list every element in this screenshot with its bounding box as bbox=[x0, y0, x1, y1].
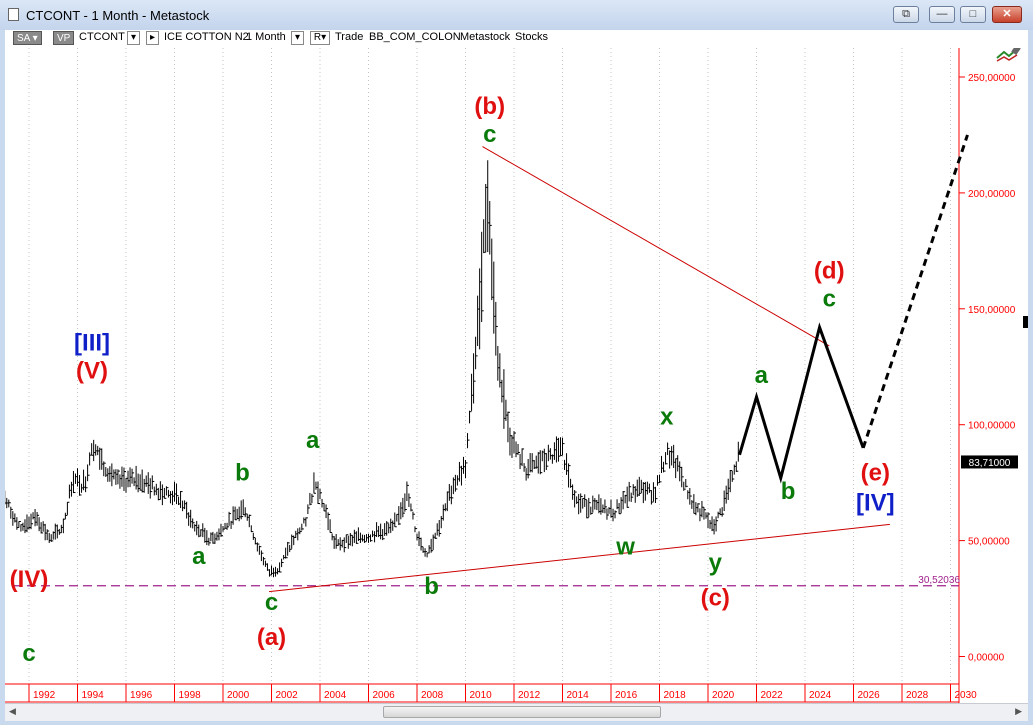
wave-label: w bbox=[615, 534, 635, 561]
chart-frame: 30,52036 c (IV) [III] (V) b a c (a) a b (b) c w x y (c)… bbox=[4, 45, 1028, 703]
wave-label: c bbox=[483, 121, 496, 148]
mode-label: R bbox=[313, 32, 322, 43]
restore-layout-button[interactable]: ⧉ bbox=[893, 6, 919, 23]
x-tick-label: 2012 bbox=[518, 690, 541, 701]
sa-dropdown[interactable]: SA ▾ bbox=[13, 31, 42, 45]
wave-label: c bbox=[22, 640, 35, 667]
last-price-tag bbox=[961, 455, 1018, 469]
x-tick-label: 2022 bbox=[761, 690, 784, 701]
minimize-button[interactable]: — bbox=[929, 6, 955, 23]
maximize-button[interactable]: □ bbox=[960, 6, 986, 23]
period-toggle-icon[interactable]: ▸ bbox=[146, 31, 159, 45]
chart-toolbar: SA ▾ VP CTCONT ▾ ▸ ICE COTTON N2 1 Month… bbox=[5, 30, 1028, 48]
x-tick-label: 2002 bbox=[276, 690, 299, 701]
x-tick-label: 2008 bbox=[421, 690, 444, 701]
projected-extension-path bbox=[861, 134, 969, 449]
y-tick-label: 200,00000 bbox=[968, 189, 1016, 200]
x-tick-label: 2006 bbox=[373, 690, 396, 701]
x-tick-label: 1994 bbox=[82, 690, 105, 701]
mode-dropdown[interactable]: R▾ bbox=[310, 31, 330, 45]
x-tick-label: 2000 bbox=[227, 690, 250, 701]
wave-label: b bbox=[781, 478, 796, 505]
scroll-right-icon[interactable]: ▶ bbox=[1015, 706, 1022, 716]
price-chart: 30,52036 c(IV)[III](V)bac(a)ab(b)cwxy(c)… bbox=[4, 45, 1028, 703]
x-tick-label: 2016 bbox=[615, 690, 638, 701]
instrument-name: ICE COTTON N2 bbox=[164, 31, 249, 43]
support-level-label: 30,52036 bbox=[918, 575, 960, 586]
wave-label: (c) bbox=[701, 585, 730, 612]
x-tick-label: 2030 bbox=[955, 690, 978, 701]
symbol-dropdown-icon[interactable]: ▾ bbox=[127, 31, 140, 45]
wave-label: a bbox=[306, 427, 320, 454]
wave-label: (IV) bbox=[10, 566, 49, 593]
wave-label: c bbox=[265, 589, 278, 616]
scroll-left-icon[interactable]: ◀ bbox=[9, 706, 16, 716]
wave-label: (a) bbox=[257, 624, 286, 651]
x-tick-label: 2028 bbox=[906, 690, 929, 701]
projected-wave-path bbox=[738, 322, 865, 484]
wave-label: (V) bbox=[76, 357, 108, 384]
wave-label: (d) bbox=[814, 258, 845, 285]
x-tick-label: 2014 bbox=[567, 690, 590, 701]
y-tick-label: 0,00000 bbox=[968, 653, 1005, 664]
title-bar: CTCONT - 1 Month - Metastock ⧉ — □ ✕ bbox=[0, 0, 1033, 30]
last-price-label: 83,71000 bbox=[969, 458, 1011, 469]
wave-label: a bbox=[192, 543, 206, 570]
y-tick-label: 250,00000 bbox=[968, 73, 1016, 84]
trade-button[interactable]: Trade bbox=[335, 31, 364, 43]
x-tick-label: 2026 bbox=[858, 690, 881, 701]
chart-window-icon bbox=[8, 8, 19, 21]
close-button[interactable]: ✕ bbox=[992, 6, 1022, 23]
y-tick-label: 50,00000 bbox=[968, 537, 1010, 548]
right-edge-marker bbox=[1023, 316, 1028, 328]
asset-class: Stocks bbox=[515, 31, 549, 43]
wave-label: b bbox=[424, 573, 439, 600]
x-tick-label: 2018 bbox=[664, 690, 687, 701]
x-tick-label: 2024 bbox=[809, 690, 832, 701]
sa-label: SA bbox=[17, 33, 30, 44]
wave-label: y bbox=[709, 550, 723, 577]
x-tick-label: 1992 bbox=[33, 690, 56, 701]
x-tick-label: 2020 bbox=[712, 690, 735, 701]
x-tick-label: 2010 bbox=[470, 690, 493, 701]
wave-label: [III] bbox=[74, 330, 110, 357]
vp-button[interactable]: VP bbox=[53, 31, 75, 45]
symbol-label[interactable]: CTCONT bbox=[79, 31, 125, 43]
interval-label[interactable]: 1 Month bbox=[246, 31, 286, 43]
data-source: BB_COM_COLON bbox=[369, 31, 461, 43]
chart-style-icon[interactable] bbox=[996, 45, 1021, 62]
wave-label: [IV] bbox=[856, 489, 895, 516]
y-tick-label: 100,00000 bbox=[968, 421, 1016, 432]
wave-label: b bbox=[235, 459, 250, 486]
window-title: CTCONT - 1 Month - Metastock bbox=[26, 8, 210, 23]
trendline bbox=[482, 146, 830, 347]
wave-label: x bbox=[660, 404, 674, 431]
x-tick-label: 2004 bbox=[324, 690, 347, 701]
trendline bbox=[269, 523, 890, 593]
scrollbar-thumb[interactable] bbox=[383, 706, 661, 718]
y-tick-label: 150,00000 bbox=[968, 305, 1016, 316]
x-tick-label: 1998 bbox=[179, 690, 202, 701]
interval-dropdown-icon[interactable]: ▾ bbox=[291, 31, 304, 45]
wave-label: c bbox=[823, 285, 836, 312]
horizontal-scrollbar[interactable]: ◀ ▶ bbox=[5, 703, 1028, 721]
wave-label: a bbox=[755, 362, 769, 389]
wave-label: (b) bbox=[474, 93, 505, 120]
app-name: Metastock bbox=[460, 31, 511, 43]
x-tick-label: 1996 bbox=[130, 690, 153, 701]
wave-label: (e) bbox=[861, 459, 890, 486]
